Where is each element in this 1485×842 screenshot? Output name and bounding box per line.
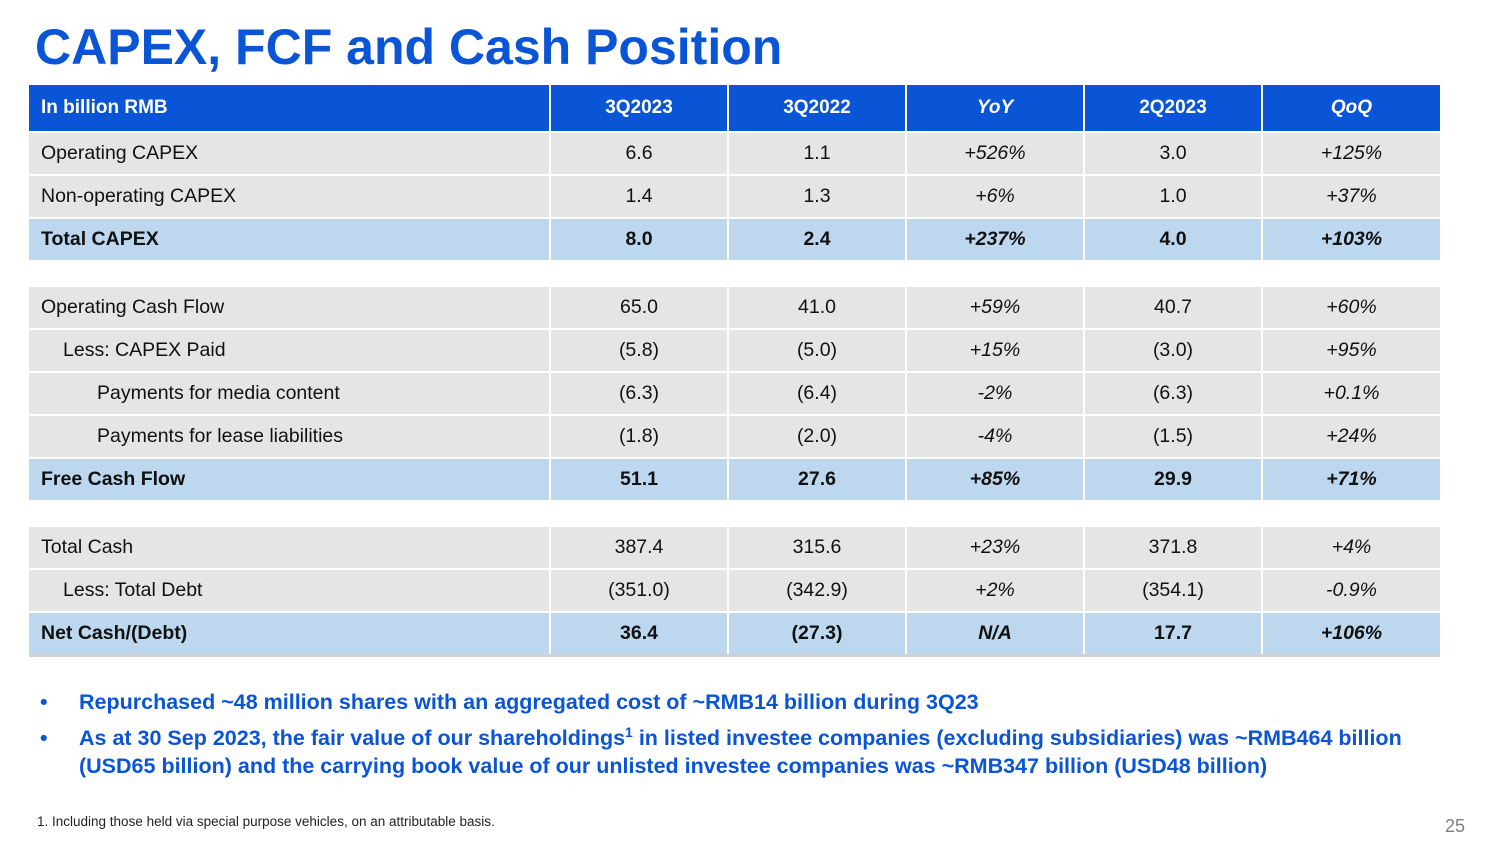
table-row: Payments for media content (6.3) (6.4) -… bbox=[29, 372, 1440, 416]
cell-value: +2% bbox=[906, 569, 1085, 613]
bullet-text: Repurchased ~48 million shares with an a… bbox=[79, 690, 979, 714]
cell-value: (3.0) bbox=[1084, 329, 1263, 373]
cell-value: +6% bbox=[906, 175, 1085, 219]
cell-value: 51.1 bbox=[550, 458, 729, 502]
table-header-row: In billion RMB 3Q2023 3Q2022 YoY 2Q2023 … bbox=[29, 85, 1440, 133]
cell-value: +71% bbox=[1262, 458, 1440, 502]
row-label: Total Cash bbox=[29, 526, 551, 570]
cell-value: +24% bbox=[1262, 415, 1440, 459]
cell-value: (6.3) bbox=[1084, 372, 1263, 416]
cell-value: (6.3) bbox=[550, 372, 729, 416]
cell-value: 27.6 bbox=[728, 458, 907, 502]
cell-value: -2% bbox=[906, 372, 1085, 416]
cell-value: +60% bbox=[1262, 286, 1440, 330]
cell-value: +526% bbox=[906, 132, 1085, 176]
table-row: Operating Cash Flow 65.0 41.0 +59% 40.7 … bbox=[29, 286, 1440, 330]
cell-value: 41.0 bbox=[728, 286, 907, 330]
section-spacer bbox=[29, 501, 1440, 527]
table-row: Total Cash 387.4 315.6 +23% 371.8 +4% bbox=[29, 526, 1440, 570]
cell-value: +15% bbox=[906, 329, 1085, 373]
cell-value: (342.9) bbox=[728, 569, 907, 613]
cell-value: 371.8 bbox=[1084, 526, 1263, 570]
footnote-ref: 1 bbox=[625, 723, 633, 740]
cell-value: -0.9% bbox=[1262, 569, 1440, 613]
cell-value: +4% bbox=[1262, 526, 1440, 570]
table-row: Operating CAPEX 6.6 1.1 +526% 3.0 +125% bbox=[29, 132, 1440, 176]
cell-value: 1.4 bbox=[550, 175, 729, 219]
cell-value: +125% bbox=[1262, 132, 1440, 176]
bullet-marker: • bbox=[40, 690, 48, 714]
cell-value: +85% bbox=[906, 458, 1085, 502]
header-yoy: YoY bbox=[906, 85, 1085, 133]
cell-value: +103% bbox=[1262, 218, 1440, 262]
header-3q2022: 3Q2022 bbox=[728, 85, 907, 133]
row-label: Less: Total Debt bbox=[29, 569, 551, 613]
page-number: 25 bbox=[1444, 816, 1465, 836]
section-spacer bbox=[29, 261, 1440, 287]
header-3q2023: 3Q2023 bbox=[550, 85, 729, 133]
highlights-list: • Repurchased ~48 million shares with an… bbox=[40, 688, 1460, 788]
cell-value: 8.0 bbox=[550, 218, 729, 262]
cell-value: +37% bbox=[1262, 175, 1440, 219]
cell-value: (1.8) bbox=[550, 415, 729, 459]
row-label: Payments for media content bbox=[29, 372, 551, 416]
table-row: Non-operating CAPEX 1.4 1.3 +6% 1.0 +37% bbox=[29, 175, 1440, 219]
cell-value: (6.4) bbox=[728, 372, 907, 416]
cell-value: 36.4 bbox=[550, 612, 729, 657]
footnote: 1. Including those held via special purp… bbox=[37, 814, 495, 829]
cell-value: (1.5) bbox=[1084, 415, 1263, 459]
total-row: Total CAPEX 8.0 2.4 +237% 4.0 +103% bbox=[29, 218, 1440, 262]
header-2q2023: 2Q2023 bbox=[1084, 85, 1263, 133]
cell-value: 3.0 bbox=[1084, 132, 1263, 176]
header-unit: In billion RMB bbox=[29, 85, 551, 133]
header-qoq: QoQ bbox=[1262, 85, 1440, 133]
row-label: Less: CAPEX Paid bbox=[29, 329, 551, 373]
cell-value: 17.7 bbox=[1084, 612, 1263, 657]
total-row: Free Cash Flow 51.1 27.6 +85% 29.9 +71% bbox=[29, 458, 1440, 502]
cell-value: +0.1% bbox=[1262, 372, 1440, 416]
cell-value: +95% bbox=[1262, 329, 1440, 373]
row-label: Payments for lease liabilities bbox=[29, 415, 551, 459]
cell-value: (354.1) bbox=[1084, 569, 1263, 613]
row-label: Free Cash Flow bbox=[29, 458, 551, 502]
cell-value: (27.3) bbox=[728, 612, 907, 657]
cell-value: 29.9 bbox=[1084, 458, 1263, 502]
table-row: Less: CAPEX Paid (5.8) (5.0) +15% (3.0) … bbox=[29, 329, 1440, 373]
bullet-text: in listed investee companies (excluding … bbox=[79, 726, 1402, 778]
cell-value: (351.0) bbox=[550, 569, 729, 613]
cell-value: +59% bbox=[906, 286, 1085, 330]
row-label: Operating Cash Flow bbox=[29, 286, 551, 330]
cell-value: 65.0 bbox=[550, 286, 729, 330]
row-label: Net Cash/(Debt) bbox=[29, 612, 551, 657]
page-title: CAPEX, FCF and Cash Position bbox=[35, 19, 783, 75]
cell-value: (5.8) bbox=[550, 329, 729, 373]
row-label: Operating CAPEX bbox=[29, 132, 551, 176]
cell-value: -4% bbox=[906, 415, 1085, 459]
cell-value: +23% bbox=[906, 526, 1085, 570]
total-row: Net Cash/(Debt) 36.4 (27.3) N/A 17.7 +10… bbox=[29, 612, 1440, 657]
table-row: Less: Total Debt (351.0) (342.9) +2% (35… bbox=[29, 569, 1440, 613]
list-item: • Repurchased ~48 million shares with an… bbox=[40, 688, 1460, 716]
cell-value: 1.1 bbox=[728, 132, 907, 176]
row-label: Total CAPEX bbox=[29, 218, 551, 262]
cell-value: 2.4 bbox=[728, 218, 907, 262]
cell-value: 6.6 bbox=[550, 132, 729, 176]
list-item: • As at 30 Sep 2023, the fair value of o… bbox=[40, 724, 1460, 780]
cell-value: 387.4 bbox=[550, 526, 729, 570]
row-label: Non-operating CAPEX bbox=[29, 175, 551, 219]
bullet-text: As at 30 Sep 2023, the fair value of our… bbox=[79, 726, 626, 750]
cell-value: +106% bbox=[1262, 612, 1440, 657]
cash-position-table: In billion RMB 3Q2023 3Q2022 YoY 2Q2023 … bbox=[29, 85, 1440, 657]
cell-value: (2.0) bbox=[728, 415, 907, 459]
table-row: Payments for lease liabilities (1.8) (2.… bbox=[29, 415, 1440, 459]
cell-value: 40.7 bbox=[1084, 286, 1263, 330]
cell-value: 1.0 bbox=[1084, 175, 1263, 219]
cell-value: N/A bbox=[906, 612, 1085, 657]
cell-value: +237% bbox=[906, 218, 1085, 262]
bullet-marker: • bbox=[40, 726, 48, 750]
cell-value: 1.3 bbox=[728, 175, 907, 219]
cell-value: 315.6 bbox=[728, 526, 907, 570]
cell-value: (5.0) bbox=[728, 329, 907, 373]
cell-value: 4.0 bbox=[1084, 218, 1263, 262]
